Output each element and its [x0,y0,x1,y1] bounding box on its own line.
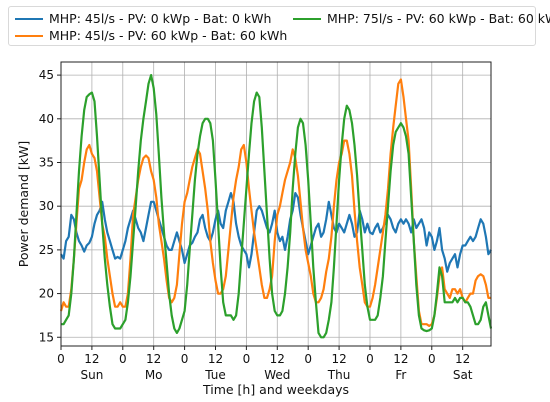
series-lines [59,73,493,339]
x-tick-label: 0 [366,352,374,366]
y-tick-label: 15 [39,330,54,344]
x-tick-label: 12 [146,352,161,366]
y-tick-label: 35 [39,155,54,169]
legend-label-series-2: MHP: 45l/s - PV: 60 kWp - Bat: 60 kWh [49,28,288,43]
weekday-label: Wed [264,368,290,382]
x-tick-label: 0 [428,352,436,366]
x-tick-label: 12 [84,352,99,366]
x-tick-label: 12 [270,352,285,366]
plot-area-frame [60,61,492,347]
series-line-2 [59,78,491,327]
y-tick-label: 40 [39,112,54,126]
y-tick-label: 30 [39,199,54,213]
y-tick-label: 20 [39,287,54,301]
weekday-label: Tue [204,368,226,382]
x-tick-label: 12 [455,352,470,366]
x-tick-label: 12 [393,352,408,366]
legend-swatch-series-3 [293,17,321,20]
legend-swatch-series-2 [15,34,43,37]
x-tick-label: 0 [304,352,312,366]
legend-item-series-2: MHP: 45l/s - PV: 60 kWp - Bat: 60 kWh [15,28,287,43]
x-axis-ticks: 0 12 0 12 0 12 0 12 0 12 0 12 0 12 Sun Mo Tue Wed Thu Fr Sat [57,346,473,382]
x-tick-label: 0 [243,352,251,366]
y-tick-label: 45 [39,68,54,82]
x-tick-label: 0 [181,352,189,366]
series-line-3 [61,73,493,339]
legend-swatch-series-1 [15,17,43,20]
weekday-label: Sat [453,368,473,382]
x-tick-label: 12 [331,352,346,366]
legend-item-series-1: MHP: 45l/s - PV: 0 kWp - Bat: 0 kWh [15,11,271,26]
x-tick-label: 0 [119,352,127,366]
y-tick-label: 25 [39,243,54,257]
x-tick-label: 0 [57,352,65,366]
legend-item-series-3: MHP: 75l/s - PV: 60 kWp - Bat: 60 kWh [293,11,550,26]
legend: MHP: 45l/s - PV: 0 kWp - Bat: 0 kWh MHP:… [8,6,550,46]
weekday-label: Mo [145,368,163,382]
weekday-label: Fr [395,368,406,382]
legend-label-series-1: MHP: 45l/s - PV: 0 kWp - Bat: 0 kWh [49,11,272,26]
legend-label-series-3: MHP: 75l/s - PV: 60 kWp - Bat: 60 kWh [327,11,550,26]
y-axis-ticks: 15 20 25 30 35 40 45 [39,68,61,344]
weekday-label: Sun [80,368,103,382]
weekday-label: Thu [327,368,351,382]
x-axis-label: Time [h] and weekdays [202,382,349,397]
x-tick-label: 12 [208,352,223,366]
y-axis-label: Power demand [kW] [16,141,31,267]
